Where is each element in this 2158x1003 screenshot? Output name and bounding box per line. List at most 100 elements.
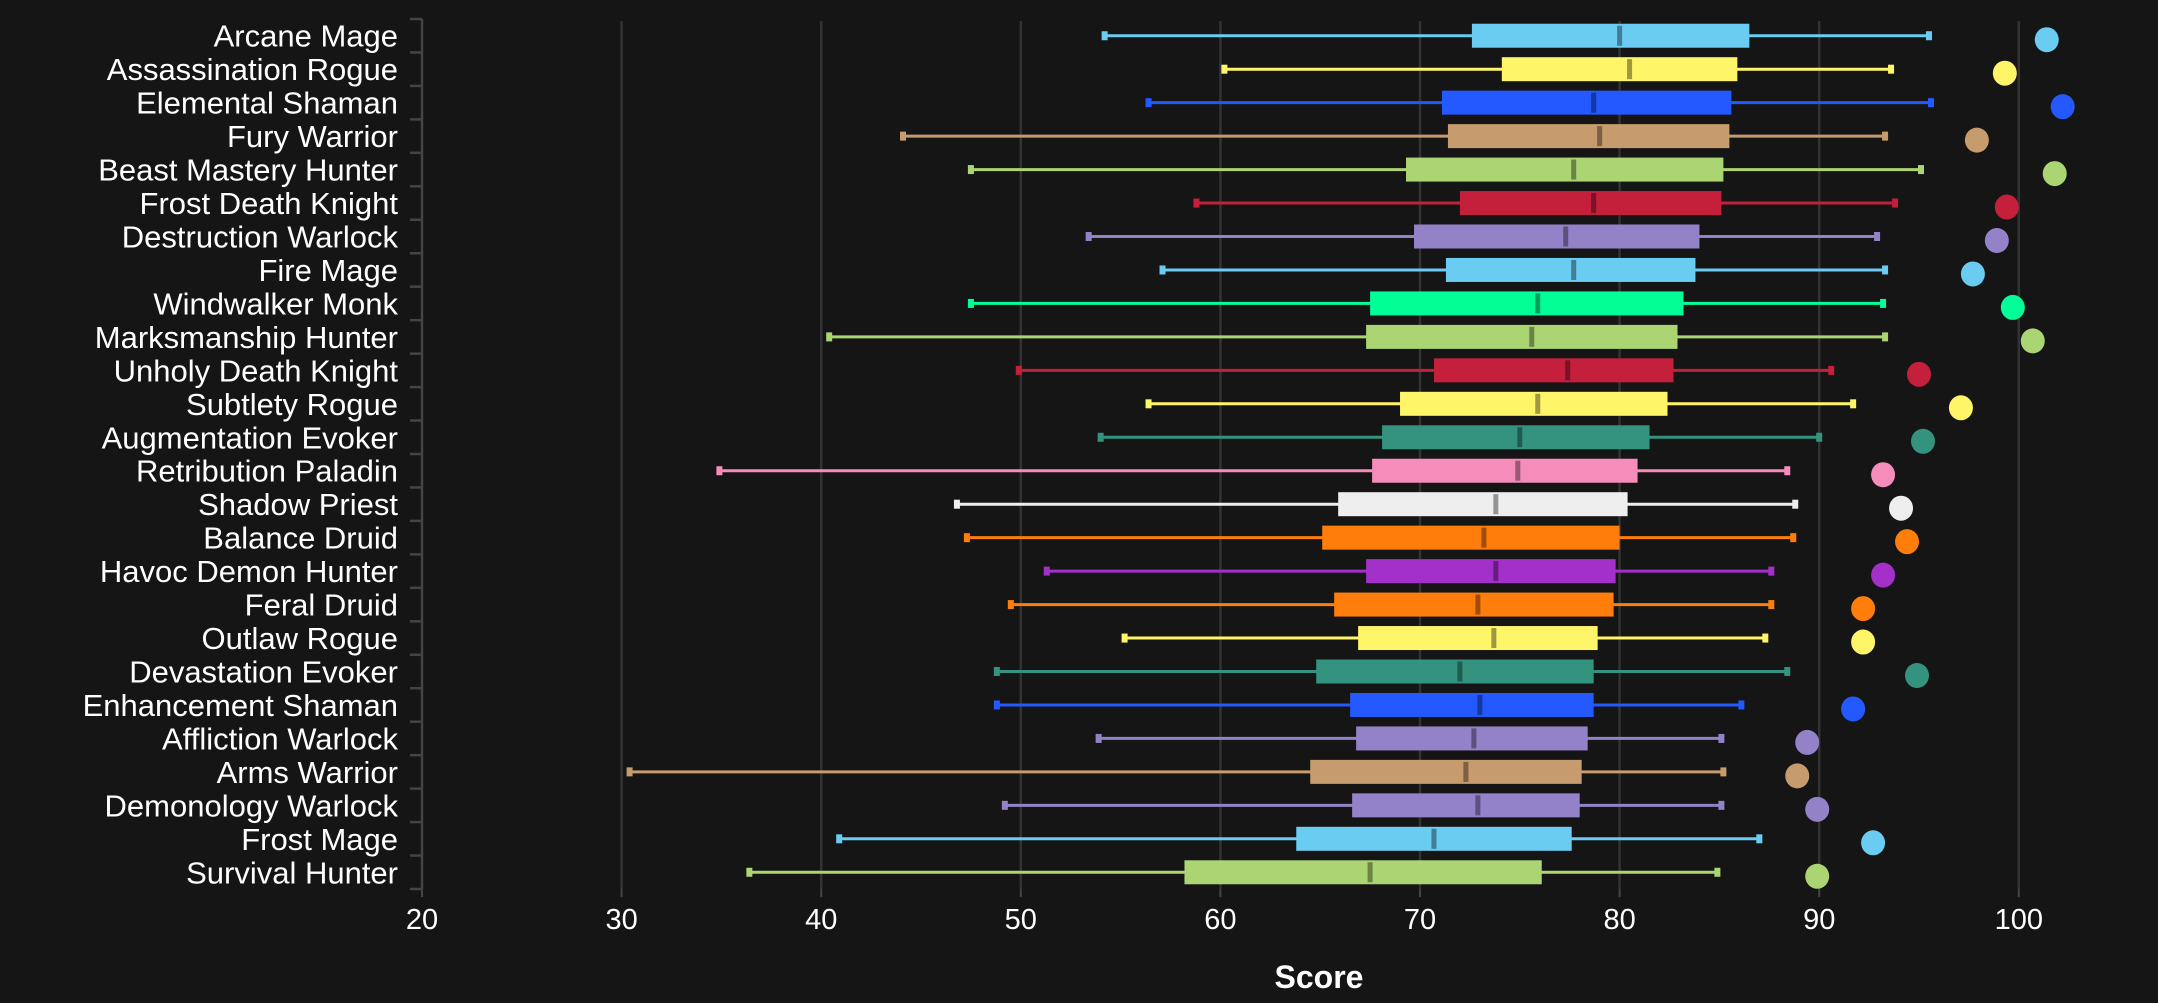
box-row: Elemental Shaman xyxy=(136,86,2075,121)
category-label: Beast Mastery Hunter xyxy=(98,153,398,188)
whisker-cap-min xyxy=(993,667,1000,676)
iqr-box xyxy=(1447,124,1730,149)
max-point xyxy=(1785,763,1810,789)
median-line xyxy=(1597,126,1603,147)
iqr-box xyxy=(1445,257,1696,282)
category-label: Fury Warrior xyxy=(227,119,398,154)
category-label: Havoc Demon Hunter xyxy=(100,554,398,589)
gridlines xyxy=(620,21,2021,889)
x-axis-title: Score xyxy=(1275,959,1364,995)
category-label: Augmentation Evoker xyxy=(102,420,398,455)
whisker-cap-max xyxy=(1880,298,1887,308)
median-line xyxy=(1493,494,1499,515)
whisker-cap-min xyxy=(626,767,633,777)
iqr-box xyxy=(1433,358,1674,383)
y-axis xyxy=(410,17,424,891)
median-line xyxy=(1475,795,1481,816)
category-label: Devastation Evoker xyxy=(129,655,398,690)
box-row: Shadow Priest xyxy=(198,487,1914,522)
category-label: Frost Mage xyxy=(241,822,398,857)
whisker-cap-max xyxy=(1874,232,1881,241)
box-row: Frost Mage xyxy=(241,822,1886,857)
category-label: Assassination Rogue xyxy=(107,52,398,87)
max-point xyxy=(1905,663,1930,688)
whisker-cap-min xyxy=(963,533,970,543)
iqr-box xyxy=(1316,659,1594,684)
max-point xyxy=(1992,60,2017,86)
max-point xyxy=(1895,529,1920,555)
category-label: Feral Druid xyxy=(245,588,398,623)
iqr-box xyxy=(1372,458,1638,483)
iqr-box xyxy=(1414,224,1700,249)
max-point xyxy=(2042,161,2067,187)
max-point xyxy=(1907,361,1931,387)
category-label: Frost Death Knight xyxy=(140,186,399,221)
box-row: Destruction Warlock xyxy=(122,220,2009,255)
whisker-cap-min xyxy=(746,867,753,877)
whisker-cap-min xyxy=(1145,98,1152,108)
category-label: Windwalker Monk xyxy=(153,286,398,321)
iqr-box xyxy=(1501,57,1738,82)
iqr-box xyxy=(1382,425,1650,450)
median-line xyxy=(1477,694,1483,715)
max-point xyxy=(1960,261,1985,287)
x-tick-label: 20 xyxy=(406,904,438,936)
max-point xyxy=(1948,395,1973,421)
whisker-cap-min xyxy=(1095,733,1102,743)
box-row: Devastation Evoker xyxy=(129,655,1930,690)
whisker-cap-max xyxy=(1882,131,1889,141)
whisker-cap-max xyxy=(1714,867,1721,877)
whisker-cap-max xyxy=(1892,198,1899,208)
category-label: Destruction Warlock xyxy=(122,220,399,255)
whisker-cap-max xyxy=(1768,566,1775,576)
whisker-cap-max xyxy=(1816,432,1823,442)
iqr-box xyxy=(1310,759,1582,784)
whisker-cap-max xyxy=(1784,667,1791,676)
category-label: Subtlety Rogue xyxy=(186,387,398,422)
whisker-cap-min xyxy=(826,332,833,342)
max-point xyxy=(2000,294,2025,320)
iqr-box xyxy=(1352,793,1580,818)
max-point xyxy=(1805,863,1830,889)
whisker-cap-min xyxy=(967,298,974,308)
max-point xyxy=(1861,830,1886,856)
max-point xyxy=(1805,796,1830,822)
max-point xyxy=(1984,228,2009,253)
whisker-cap-min xyxy=(1007,600,1014,610)
box-row: Demonology Warlock xyxy=(105,788,1830,823)
median-line xyxy=(1617,25,1623,46)
max-point xyxy=(1851,629,1876,655)
whisker-cap-max xyxy=(1828,365,1835,375)
max-point xyxy=(2050,94,2075,120)
iqr-box xyxy=(1471,23,1750,48)
whisker-cap-max xyxy=(1850,399,1857,409)
box-row: Havoc Demon Hunter xyxy=(100,554,1896,589)
max-point xyxy=(1841,696,1866,722)
category-label: Marksmanship Hunter xyxy=(95,320,398,355)
whisker-cap-max xyxy=(1925,31,1932,41)
median-line xyxy=(1481,527,1487,548)
iqr-box xyxy=(1358,626,1598,651)
box-row: Subtlety Rogue xyxy=(186,387,1973,422)
whisker-cap-max xyxy=(1888,64,1895,74)
box-row: Arcane Mage xyxy=(214,19,2059,54)
whisker-cap-min xyxy=(993,700,1000,710)
max-point xyxy=(2034,27,2059,53)
x-tick-label: 80 xyxy=(1603,904,1635,936)
whisker-cap-min xyxy=(1043,566,1050,576)
iqr-box xyxy=(1400,391,1668,416)
iqr-box xyxy=(1366,559,1616,584)
median-line xyxy=(1517,427,1523,448)
iqr-box xyxy=(1370,291,1684,316)
box-row: Enhancement Shaman xyxy=(83,688,1866,723)
median-line xyxy=(1529,326,1535,347)
whisker-cap-max xyxy=(1882,332,1889,342)
median-line xyxy=(1463,761,1469,782)
category-label: Survival Hunter xyxy=(186,855,398,890)
whisker-cap-min xyxy=(716,466,723,476)
whisker-cap-max xyxy=(1882,265,1889,275)
iqr-box xyxy=(1459,191,1722,216)
category-label: Elemental Shaman xyxy=(136,86,398,121)
